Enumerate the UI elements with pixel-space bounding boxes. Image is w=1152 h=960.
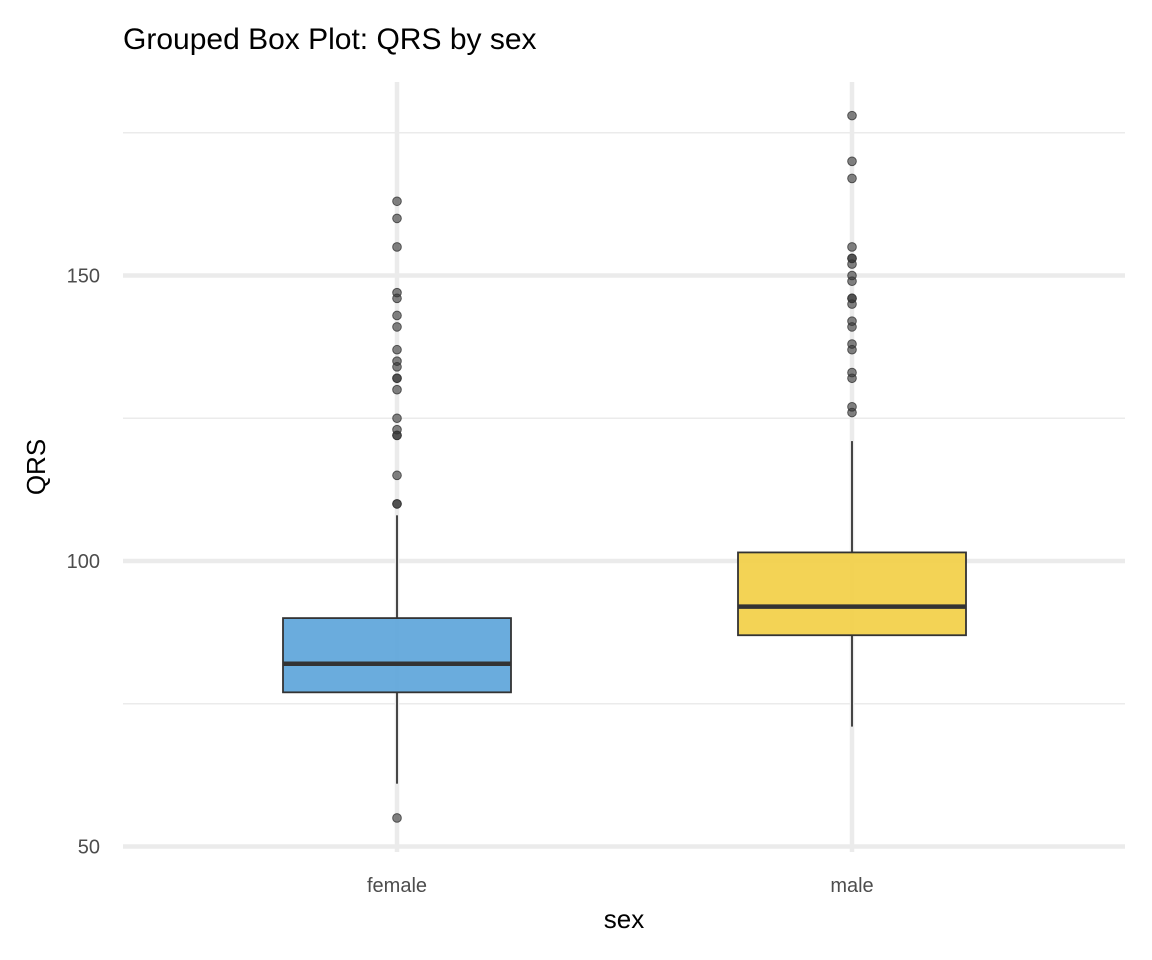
outlier-point: [392, 356, 402, 366]
chart-title: Grouped Box Plot: QRS by sex: [123, 23, 537, 56]
outlier-point: [392, 287, 402, 298]
outlier-point: [392, 470, 402, 481]
outlier-point: [847, 293, 857, 304]
outlier-point: [847, 402, 857, 412]
y-tick-label: 150: [67, 266, 100, 288]
outlier-point: [392, 242, 402, 252]
y-tick-label: 50: [78, 837, 100, 859]
outlier-point: [392, 196, 402, 207]
outlier-point: [392, 413, 402, 424]
box-group-male: [737, 441, 967, 727]
tick-layer: 50 100 150 female male: [67, 266, 874, 898]
x-tick-label: female: [367, 875, 427, 897]
outlier-point: [847, 156, 857, 167]
outlier-point: [392, 344, 402, 355]
outlier-point: [847, 339, 857, 349]
outlier-point: [392, 373, 402, 384]
outlier-point: [847, 110, 857, 121]
box-iqr: [282, 617, 512, 694]
outlier-layer: [392, 110, 857, 823]
grid-layer: [123, 82, 1125, 852]
outlier-point: [392, 424, 402, 435]
box-group-female: [282, 515, 512, 784]
outlier-point: [392, 384, 402, 395]
outlier-point: [392, 813, 402, 823]
box-iqr: [737, 551, 967, 637]
outlier-point: [847, 270, 857, 281]
box-layer: [282, 441, 967, 784]
x-axis-title: sex: [604, 904, 644, 934]
outlier-point: [847, 173, 857, 184]
outlier-point: [847, 367, 857, 378]
outlier-point: [392, 213, 402, 224]
y-axis-title: QRS: [21, 439, 51, 495]
outlier-point: [847, 242, 857, 252]
outlier-point: [392, 322, 402, 332]
outlier-point: [392, 310, 402, 321]
outlier-point: [847, 253, 857, 264]
x-tick-label: male: [830, 875, 873, 897]
outlier-point: [392, 499, 402, 509]
outlier-point: [847, 316, 857, 326]
y-tick-label: 100: [67, 551, 100, 573]
